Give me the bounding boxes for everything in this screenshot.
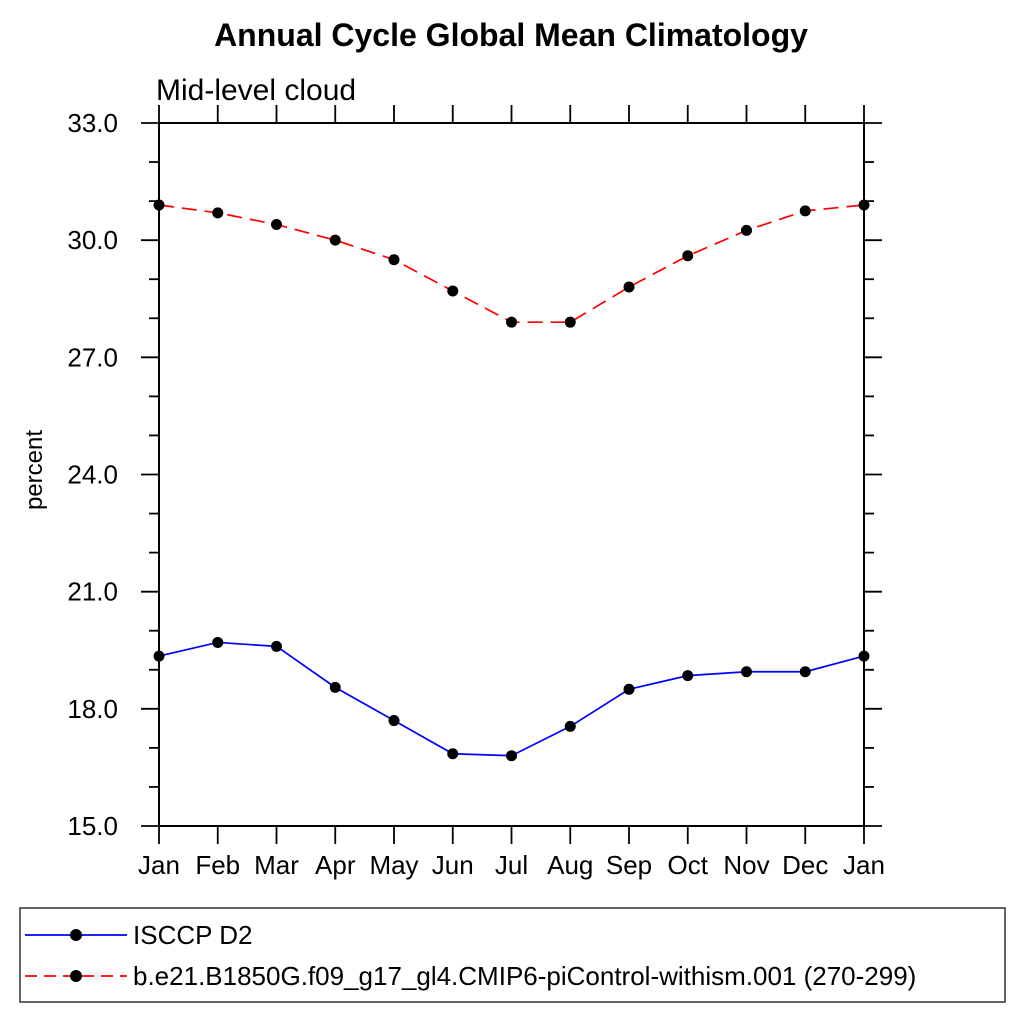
data-point	[799, 666, 811, 678]
x-tick-label: Jan	[843, 850, 885, 880]
series-lines	[153, 199, 870, 762]
y-tick-label: 15.0	[67, 811, 118, 841]
axes: Jan Feb Mar Apr May Jun Jul Aug Sep Oct Nov Dec Jan 1…	[67, 105, 885, 880]
data-point	[506, 316, 517, 328]
data-point	[212, 207, 224, 219]
legend-marker	[70, 970, 82, 982]
data-point	[682, 250, 694, 262]
legend-label: ISCCP D2	[133, 920, 252, 950]
chart-title: Annual Cycle Global Mean Climatology	[214, 17, 808, 53]
data-point	[741, 666, 752, 678]
x-tick-label: Dec	[782, 850, 828, 880]
x-tick-label: Oct	[668, 850, 709, 880]
data-point	[329, 681, 341, 693]
data-point	[329, 234, 341, 246]
plot-frame	[158, 122, 865, 827]
y-tick-label: 30.0	[67, 225, 118, 255]
data-point	[153, 650, 165, 662]
legend-label: b.e21.B1850G.f09_g17_gl4.CMIP6-piControl…	[133, 961, 916, 991]
x-tick-label: Mar	[254, 850, 299, 880]
x-tick-label: May	[369, 850, 418, 880]
data-point	[271, 640, 282, 652]
data-point	[623, 281, 635, 293]
y-tick-label: 33.0	[67, 108, 118, 138]
x-tick-label: Apr	[315, 850, 356, 880]
y-tick-label: 24.0	[67, 460, 118, 490]
y-axis-label: percent	[21, 430, 48, 510]
data-point	[271, 219, 282, 231]
series-line-dashed	[158, 204, 865, 324]
data-point	[447, 748, 459, 760]
data-point	[388, 254, 400, 266]
x-tick-label: Sep	[606, 850, 652, 880]
data-point	[564, 316, 576, 328]
data-point	[564, 720, 576, 732]
data-point	[682, 670, 694, 682]
y-tick-label: 27.0	[67, 342, 118, 372]
legend: ISCCP D2 b.e21.B1850G.f09_g17_gl4.CMIP6-p…	[19, 907, 1006, 1003]
x-tick-label: Jul	[495, 850, 528, 880]
data-point	[741, 224, 752, 236]
y-tick-label: 21.0	[67, 577, 118, 607]
data-point	[858, 199, 870, 211]
x-tick-label: Jun	[432, 850, 474, 880]
x-tick-label: Feb	[195, 850, 240, 880]
data-point	[506, 750, 517, 762]
data-point	[799, 205, 811, 217]
series-line-solid	[158, 641, 865, 757]
legend-box	[19, 907, 1006, 1003]
data-point	[388, 715, 400, 727]
x-tick-label: Nov	[723, 850, 769, 880]
legend-marker	[70, 929, 82, 941]
data-point	[623, 683, 635, 695]
chart-subtitle: Mid-level cloud	[156, 74, 356, 107]
x-tick-label: Aug	[547, 850, 593, 880]
y-tick-label: 18.0	[67, 694, 118, 724]
data-point	[212, 636, 224, 648]
x-tick-label: Jan	[138, 850, 180, 880]
data-point	[858, 650, 870, 662]
data-point	[153, 199, 165, 211]
data-point	[447, 285, 459, 297]
